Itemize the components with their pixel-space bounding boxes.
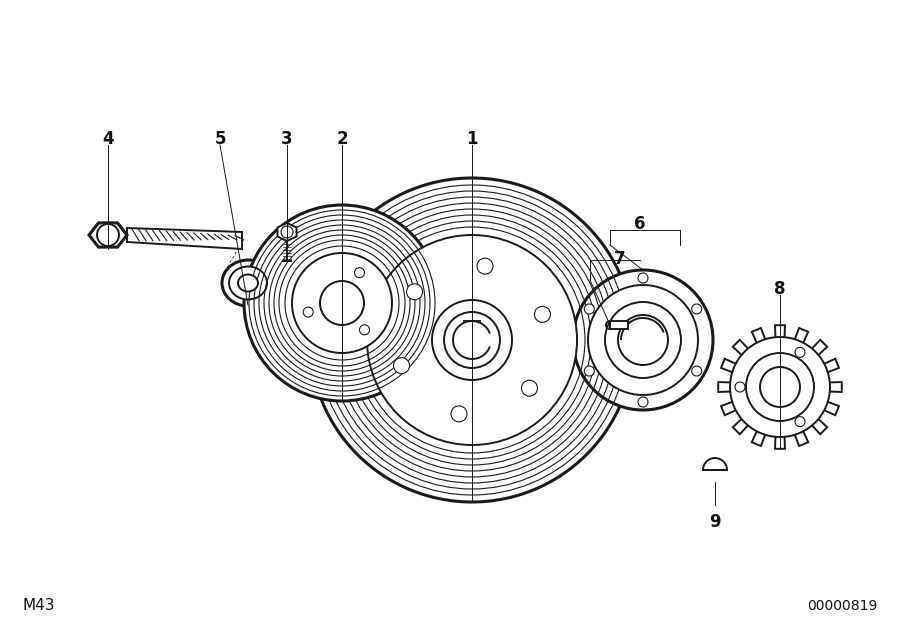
Text: 2: 2	[337, 130, 347, 148]
Circle shape	[451, 406, 467, 422]
Circle shape	[367, 235, 577, 445]
Circle shape	[292, 253, 392, 353]
Text: 7: 7	[614, 250, 626, 268]
Circle shape	[730, 337, 830, 437]
Circle shape	[746, 353, 814, 421]
Circle shape	[244, 205, 440, 401]
Text: 8: 8	[774, 280, 786, 298]
Circle shape	[573, 270, 713, 410]
Circle shape	[795, 417, 805, 427]
Circle shape	[588, 285, 698, 395]
Circle shape	[393, 358, 410, 373]
Circle shape	[477, 258, 493, 274]
Circle shape	[444, 312, 500, 368]
Circle shape	[355, 268, 365, 277]
Circle shape	[735, 382, 745, 392]
Circle shape	[320, 281, 364, 325]
Circle shape	[692, 304, 702, 314]
Circle shape	[359, 325, 370, 335]
Text: 6: 6	[634, 215, 646, 233]
Circle shape	[618, 315, 668, 365]
Circle shape	[97, 224, 119, 246]
Circle shape	[760, 367, 800, 407]
Circle shape	[795, 347, 805, 358]
Circle shape	[638, 397, 648, 407]
Polygon shape	[718, 325, 842, 449]
Circle shape	[310, 178, 634, 502]
Text: 9: 9	[709, 513, 721, 531]
Circle shape	[605, 302, 681, 378]
Text: 4: 4	[103, 130, 113, 148]
Polygon shape	[277, 223, 296, 241]
Circle shape	[432, 300, 512, 380]
Polygon shape	[127, 228, 242, 249]
Text: 5: 5	[214, 130, 226, 148]
Circle shape	[407, 284, 422, 300]
Text: 1: 1	[466, 130, 478, 148]
Wedge shape	[703, 458, 727, 470]
Polygon shape	[610, 321, 628, 329]
Text: M43: M43	[22, 598, 55, 613]
Text: 3: 3	[281, 130, 292, 148]
Circle shape	[535, 306, 551, 323]
Polygon shape	[89, 223, 127, 247]
Circle shape	[584, 304, 594, 314]
Circle shape	[638, 273, 648, 283]
Circle shape	[692, 366, 702, 376]
Ellipse shape	[222, 260, 274, 306]
Text: 00000819: 00000819	[807, 599, 878, 613]
Ellipse shape	[229, 267, 267, 300]
Circle shape	[521, 380, 537, 396]
Ellipse shape	[238, 274, 258, 291]
Circle shape	[584, 366, 594, 376]
Circle shape	[303, 307, 313, 317]
